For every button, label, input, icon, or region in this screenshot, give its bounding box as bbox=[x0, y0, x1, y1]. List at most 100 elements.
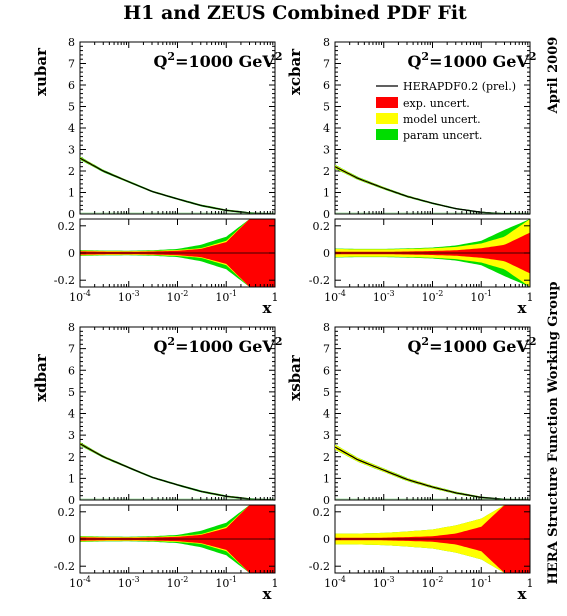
y-tick-label: 3 bbox=[323, 429, 330, 442]
ratio-bands bbox=[335, 219, 530, 287]
x-tick-label: 10-1 bbox=[470, 289, 492, 304]
ratio-bands bbox=[335, 505, 530, 573]
figure-title: H1 and ZEUS Combined PDF Fit bbox=[123, 2, 467, 24]
group-label: HERA Structure Function Working Group bbox=[546, 282, 561, 585]
central-fit-line bbox=[79, 443, 276, 501]
x-tick-label: 10-3 bbox=[373, 575, 395, 590]
y-tick-label: 8 bbox=[68, 36, 75, 49]
y-tick-label: 4 bbox=[323, 122, 330, 135]
ratio-y-tick-label: -0.2 bbox=[309, 274, 330, 287]
y-tick-label: 7 bbox=[68, 58, 75, 71]
scale-label: Q2=1000 GeV2 bbox=[153, 50, 282, 71]
y-tick-label: 8 bbox=[323, 36, 330, 49]
scale-label: Q2=1000 GeV2 bbox=[153, 335, 282, 356]
legend-model-swatch bbox=[376, 113, 398, 124]
y-tick-label: 2 bbox=[68, 451, 75, 464]
y-tick-label: 6 bbox=[68, 79, 75, 92]
y-axis-label: xcbar bbox=[286, 48, 304, 95]
x-tick-label: 10-4 bbox=[69, 575, 91, 590]
y-tick-label: 5 bbox=[68, 386, 75, 399]
ratio-y-tick-label: -0.2 bbox=[54, 560, 75, 573]
y-tick-label: 6 bbox=[323, 79, 330, 92]
y-tick-label: 2 bbox=[68, 165, 75, 178]
x-tick-label: 1 bbox=[272, 577, 279, 590]
x-tick-label: 10-3 bbox=[373, 289, 395, 304]
y-tick-label: 2 bbox=[323, 165, 330, 178]
x-tick-label: 10-2 bbox=[167, 575, 189, 590]
x-tick-label: 10-2 bbox=[422, 289, 444, 304]
y-tick-label: 3 bbox=[68, 429, 75, 442]
y-tick-label: 1 bbox=[323, 187, 330, 200]
y-tick-label: 1 bbox=[68, 187, 75, 200]
x-axis-label: x bbox=[518, 299, 528, 317]
y-tick-label: 0 bbox=[68, 208, 75, 221]
ratio-y-tick-label: 0 bbox=[323, 247, 330, 260]
x-tick-label: 10-3 bbox=[118, 289, 140, 304]
y-axis-label: xsbar bbox=[286, 354, 304, 401]
y-tick-label: 8 bbox=[323, 321, 330, 334]
scale-label: Q2=1000 GeV2 bbox=[407, 335, 536, 356]
x-tick-label: 10-4 bbox=[69, 289, 91, 304]
ratio-y-tick-label: 0.2 bbox=[58, 220, 76, 233]
x-axis-label: x bbox=[263, 585, 273, 603]
y-tick-label: 2 bbox=[323, 451, 330, 464]
main-plot-frame bbox=[79, 326, 276, 501]
y-tick-label: 4 bbox=[323, 408, 330, 421]
x-tick-label: 10-4 bbox=[324, 289, 346, 304]
legend-param-label: param uncert. bbox=[403, 129, 482, 142]
x-tick-label: 10-1 bbox=[470, 575, 492, 590]
x-tick-label: 10-1 bbox=[215, 575, 237, 590]
y-tick-label: 7 bbox=[323, 58, 330, 71]
x-axis-label: x bbox=[518, 585, 528, 603]
y-tick-label: 7 bbox=[323, 343, 330, 356]
ratio-y-tick-label: 0.2 bbox=[58, 506, 76, 519]
legend-param-swatch bbox=[376, 129, 398, 140]
x-tick-label: 1 bbox=[527, 577, 534, 590]
main-plot-frame bbox=[334, 326, 531, 501]
date-label: April 2009 bbox=[546, 37, 561, 115]
legend-central-label: HERAPDF0.2 (prel.) bbox=[403, 80, 516, 93]
x-tick-label: 10-2 bbox=[422, 575, 444, 590]
legend: HERAPDF0.2 (prel.) exp. uncert. model unce… bbox=[376, 80, 516, 142]
ratio-y-tick-label: 0.2 bbox=[313, 506, 331, 519]
ratio-y-tick-label: -0.2 bbox=[309, 560, 330, 573]
scale-label: Q2=1000 GeV2 bbox=[407, 50, 536, 71]
y-tick-label: 0 bbox=[68, 494, 75, 507]
ratio-bands bbox=[80, 505, 275, 573]
ratio-y-tick-label: -0.2 bbox=[54, 274, 75, 287]
y-tick-label: 7 bbox=[68, 343, 75, 356]
main-plot-frame bbox=[79, 41, 276, 215]
y-tick-label: 4 bbox=[68, 122, 75, 135]
x-axis-label: x bbox=[263, 299, 273, 317]
y-tick-label: 3 bbox=[323, 144, 330, 157]
y-tick-label: 5 bbox=[68, 101, 75, 114]
x-tick-label: 1 bbox=[527, 291, 534, 304]
ratio-y-tick-label: 0 bbox=[68, 533, 75, 546]
y-tick-label: 6 bbox=[323, 364, 330, 377]
y-tick-label: 1 bbox=[68, 472, 75, 485]
y-tick-label: 0 bbox=[323, 494, 330, 507]
y-axis-label: xubar bbox=[32, 47, 50, 96]
y-tick-label: 6 bbox=[68, 364, 75, 377]
y-tick-label: 3 bbox=[68, 144, 75, 157]
y-tick-label: 4 bbox=[68, 408, 75, 421]
x-tick-label: 1 bbox=[272, 291, 279, 304]
ratio-y-tick-label: 0 bbox=[323, 533, 330, 546]
y-tick-label: 8 bbox=[68, 321, 75, 334]
legend-exp-swatch bbox=[376, 97, 398, 108]
ratio-y-tick-label: 0 bbox=[68, 247, 75, 260]
central-fit-line bbox=[79, 157, 276, 215]
y-tick-label: 5 bbox=[323, 101, 330, 114]
x-tick-label: 10-1 bbox=[215, 289, 237, 304]
y-tick-label: 0 bbox=[323, 208, 330, 221]
legend-exp-label: exp. uncert. bbox=[403, 97, 470, 110]
legend-model-label: model uncert. bbox=[403, 113, 481, 126]
x-tick-label: 10-3 bbox=[118, 575, 140, 590]
x-tick-label: 10-2 bbox=[167, 289, 189, 304]
ratio-y-tick-label: 0.2 bbox=[313, 220, 331, 233]
